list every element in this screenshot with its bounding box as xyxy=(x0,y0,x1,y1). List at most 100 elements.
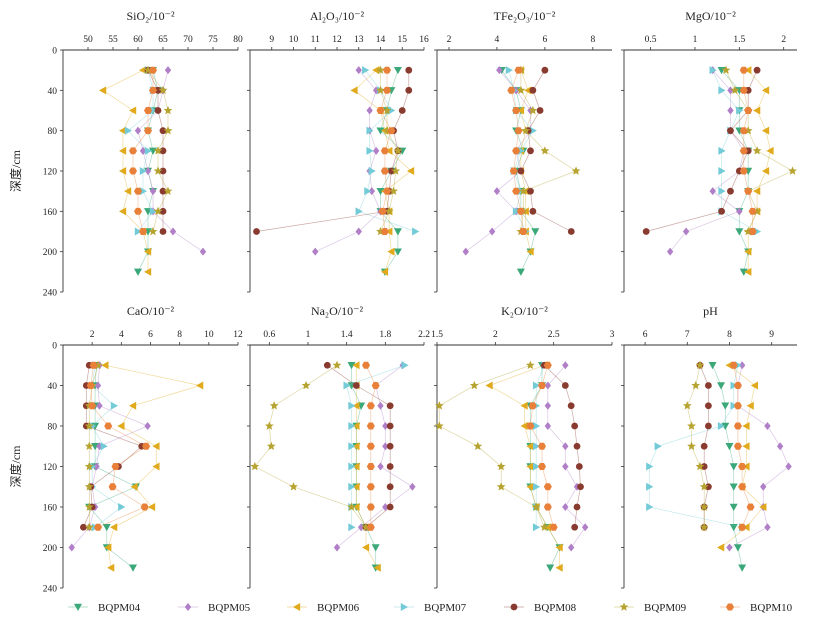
data-point xyxy=(527,147,534,155)
data-point xyxy=(384,206,394,216)
series-line xyxy=(83,365,143,528)
series-line xyxy=(720,365,764,548)
series-BQPM10 xyxy=(362,361,380,531)
data-point xyxy=(387,167,395,175)
x-tick-label: 12 xyxy=(332,35,342,45)
data-point xyxy=(518,186,528,195)
data-point xyxy=(84,461,94,471)
data-point xyxy=(152,462,160,471)
data-point xyxy=(532,482,541,491)
data-point xyxy=(753,227,762,236)
x-tick-label: 15 xyxy=(398,35,408,45)
data-point xyxy=(742,442,750,451)
legend-label: BQPM04 xyxy=(98,602,141,614)
data-point xyxy=(704,402,712,410)
y-tick-label: 40 xyxy=(48,382,58,392)
data-point xyxy=(144,107,152,114)
series-BQPM09 xyxy=(721,65,797,236)
data-point xyxy=(380,167,389,175)
data-point xyxy=(761,167,770,175)
legend-label: BQPM05 xyxy=(208,602,251,614)
y-tick-label: 0 xyxy=(52,342,57,352)
data-point xyxy=(152,442,160,451)
data-point xyxy=(348,401,356,410)
series-BQPM06 xyxy=(717,361,767,552)
data-point xyxy=(738,463,747,470)
data-point xyxy=(159,127,167,135)
data-point xyxy=(139,146,147,155)
x-tick-label: 3 xyxy=(610,330,615,340)
data-point xyxy=(739,167,748,175)
data-point xyxy=(376,85,385,95)
legend-label: BQPM07 xyxy=(424,602,467,614)
data-point xyxy=(323,361,331,369)
data-point xyxy=(539,522,549,531)
data-point xyxy=(739,268,748,276)
data-point xyxy=(139,167,147,175)
data-point xyxy=(362,361,370,369)
data-point xyxy=(144,422,151,430)
data-point xyxy=(744,107,753,114)
data-point xyxy=(764,422,771,430)
data-point xyxy=(516,85,526,95)
data-point xyxy=(347,362,356,370)
data-point xyxy=(347,502,356,511)
data-point xyxy=(380,228,389,235)
legend-label: BQPM09 xyxy=(644,602,687,614)
data-point xyxy=(529,126,537,135)
data-point xyxy=(401,361,409,370)
data-point xyxy=(562,442,569,451)
data-point xyxy=(412,227,420,236)
x-tick-label: 12 xyxy=(233,330,243,340)
data-point xyxy=(393,146,403,155)
series-line xyxy=(137,70,204,252)
data-point xyxy=(269,401,279,410)
legend-marker xyxy=(74,603,82,611)
x-tick-label: 2 xyxy=(781,35,786,45)
series-BQPM08 xyxy=(540,361,584,531)
series-line xyxy=(729,365,790,548)
data-point xyxy=(266,441,276,450)
data-point xyxy=(377,401,384,410)
data-point xyxy=(382,442,389,451)
data-point xyxy=(371,382,380,389)
data-point xyxy=(543,523,552,532)
data-point xyxy=(104,543,112,552)
y-tick-label: 200 xyxy=(43,544,58,554)
data-point xyxy=(357,523,365,532)
series-BQPM06 xyxy=(101,361,204,572)
x-tick-label: 14 xyxy=(376,35,386,45)
data-point xyxy=(646,462,654,471)
data-point xyxy=(352,503,360,511)
x-tick-label: 1 xyxy=(306,330,311,340)
data-point xyxy=(376,65,385,74)
x-tick-label: 2.5 xyxy=(548,330,560,340)
panel-title: K₂O/10⁻² xyxy=(501,304,548,318)
data-point xyxy=(682,227,690,236)
legend-item-BQPM08: BQPM08 xyxy=(504,602,577,614)
data-point xyxy=(721,422,730,430)
data-point xyxy=(646,482,654,491)
data-point xyxy=(380,147,389,155)
data-point xyxy=(708,362,717,370)
data-point xyxy=(368,187,375,196)
data-point xyxy=(149,66,157,74)
data-point xyxy=(526,422,535,430)
x-tick-label: 2.2 xyxy=(418,330,430,340)
y-axis-label: 深度/cm xyxy=(8,149,23,192)
data-point xyxy=(164,66,172,75)
data-point xyxy=(540,146,550,155)
y-tick-label: 120 xyxy=(43,463,58,473)
data-point xyxy=(718,207,725,215)
data-point xyxy=(332,360,342,369)
x-tick-label: 4 xyxy=(119,330,124,340)
data-point xyxy=(736,207,743,216)
series-BQPM05 xyxy=(666,66,747,256)
data-point xyxy=(405,86,413,94)
data-point xyxy=(753,66,761,74)
data-point xyxy=(352,482,360,491)
data-point xyxy=(163,105,173,115)
data-point xyxy=(742,422,750,430)
data-point xyxy=(733,402,742,410)
